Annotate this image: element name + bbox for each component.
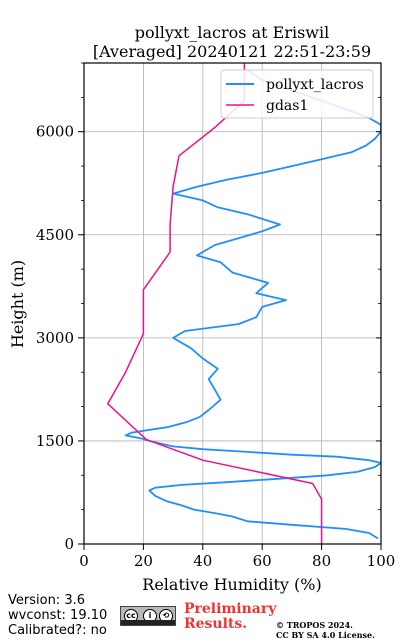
- copyright-notice: © TROPOS 2024. CC BY SA 4.0 License.: [276, 620, 375, 640]
- footer-info: Version: 3.6 wvconst: 19.10 Calibrated?:…: [8, 593, 107, 638]
- chart: pollyxt_lacros at Eriswil [Averaged] 202…: [8, 23, 396, 594]
- by-icon: i: [143, 609, 157, 623]
- chart-title: pollyxt_lacros at Eriswil: [135, 23, 329, 42]
- y-tick-label: 0: [64, 535, 74, 553]
- x-tick-label: 100: [367, 552, 396, 570]
- series-line-gdas1: [107, 63, 323, 544]
- x-tick-label: 0: [79, 552, 89, 570]
- x-tick-label: 40: [193, 552, 212, 570]
- copyright-line-2: CC BY SA 4.0 License.: [276, 630, 375, 640]
- series-line-pollyxt-lacros: [124, 69, 381, 540]
- y-tick-label: 1500: [36, 432, 74, 450]
- preliminary-line-1: Preliminary: [184, 601, 277, 617]
- y-axis-label: Height (m): [8, 260, 27, 348]
- y-tick-label: 4500: [36, 226, 74, 244]
- calibrated-text: Calibrated?: no: [8, 623, 107, 638]
- axis-ticks: 0 20 40 60 80 100 0 1500 3000 4500 6000: [36, 62, 396, 570]
- plot-frame: [83, 62, 382, 545]
- preliminary-notice: Preliminary Results.: [184, 602, 276, 632]
- license-strip: [121, 620, 175, 625]
- grid: [83, 63, 382, 545]
- y-tick-label: 6000: [36, 123, 74, 141]
- wvconst-text: wvconst: 19.10: [8, 608, 108, 623]
- x-axis-label: Relative Humidity (%): [142, 575, 321, 594]
- plot-series: [107, 63, 381, 544]
- legend-label-pollyxt: pollyxt_lacros: [266, 77, 364, 93]
- version-text: Version: 3.6: [8, 593, 85, 608]
- x-tick-label: 60: [253, 552, 272, 570]
- copyright-line-1: © TROPOS 2024.: [276, 620, 353, 630]
- legend-label-gdas1: gdas1: [266, 98, 308, 114]
- cc-license-badge: cc i ⟲: [120, 606, 176, 626]
- x-tick-label: 80: [312, 552, 331, 570]
- preliminary-line-2: Results.: [184, 616, 248, 632]
- y-tick-label: 3000: [36, 329, 74, 347]
- x-tick-label: 20: [134, 552, 153, 570]
- legend: pollyxt_lacros gdas1: [220, 69, 374, 119]
- chart-subtitle: [Averaged] 20240121 22:51-23:59: [93, 42, 371, 61]
- legend-box: [220, 69, 374, 119]
